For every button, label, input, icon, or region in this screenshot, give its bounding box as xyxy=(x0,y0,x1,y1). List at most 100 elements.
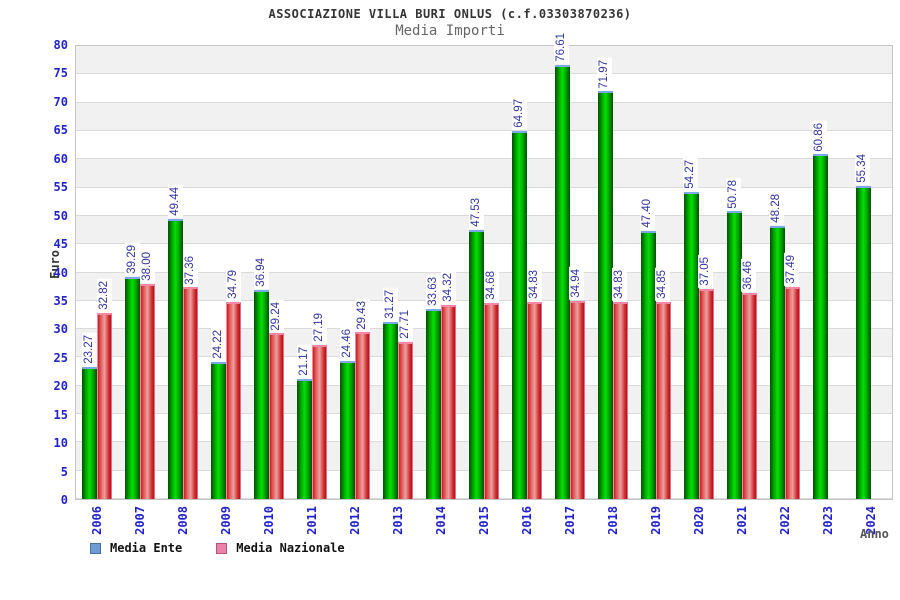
bar-media-ente-2023: 60.86 xyxy=(812,120,828,499)
grid-band xyxy=(76,187,892,216)
bar-media-ente-2013: 31.27 xyxy=(382,288,399,499)
bar-group-2009: 24.22 34.79 xyxy=(205,46,248,499)
bar-group-2008: 49.44 37.36 xyxy=(162,46,205,499)
x-label-slot: 2022 xyxy=(764,506,807,544)
x-label-slot: 2011 xyxy=(290,506,333,544)
x-label-slot: 2013 xyxy=(376,506,419,544)
bar-media-nazionale-2021: 36.46 xyxy=(741,258,757,499)
bar-media-nazionale-2012: 29.43 xyxy=(354,298,371,499)
bar-group-2007: 39.29 38.00 xyxy=(119,46,162,499)
bar-group-2006: 23.27 32.82 xyxy=(76,46,119,499)
bar-media-ente-2016: 64.97 xyxy=(511,97,527,499)
x-year-label: 2022 xyxy=(778,506,793,535)
x-year-label: 2018 xyxy=(606,506,621,535)
bar-media-nazionale-2015: 34.68 xyxy=(483,268,500,499)
x-year-label: 2020 xyxy=(692,506,707,535)
plot-area: 23.27 32.82 39.29 38.00 49.44 37.36 24.22 34.79… xyxy=(75,31,893,500)
legend-label: Media Ente xyxy=(110,541,183,555)
value-label: 21.17 xyxy=(296,345,312,379)
bar-media-nazionale-2019: 34.85 xyxy=(655,267,671,499)
value-label: 38.00 xyxy=(139,250,155,283)
x-year-label: 2009 xyxy=(218,506,233,535)
bar-media-nazionale-2007: 38.00 xyxy=(139,250,156,499)
x-label-slot: 2007 xyxy=(118,506,161,544)
x-year-label: 2007 xyxy=(132,506,147,535)
x-label-slot: 2014 xyxy=(419,506,462,544)
bar-media-ente-2024: 55.34 xyxy=(855,151,871,499)
x-label-slot: 2020 xyxy=(678,506,721,544)
value-label: 64.97 xyxy=(511,97,527,131)
bar-group-2016: 64.97 34.83 xyxy=(506,46,549,499)
bar-group-2010: 36.94 29.24 xyxy=(248,46,291,499)
x-label-slot: 2016 xyxy=(505,506,548,544)
legend-label: Media Nazionale xyxy=(236,541,345,555)
bar-media-ente-2012: 24.46 xyxy=(339,326,356,499)
value-label: 34.83 xyxy=(526,268,542,301)
value-label: 34.79 xyxy=(225,268,241,302)
bar-media-ente-2006: 23.27 xyxy=(81,333,98,499)
x-label-slot: 2006 xyxy=(75,506,118,544)
x-year-label: 2010 xyxy=(261,506,276,535)
value-label: 76.61 xyxy=(554,31,570,65)
bar-group-2023: 60.86 xyxy=(806,46,849,499)
y-tick-label: 50 xyxy=(53,208,68,223)
x-year-label: 2016 xyxy=(519,506,534,535)
x-year-label: 2012 xyxy=(347,506,362,535)
bar-media-ente-2021: 50.78 xyxy=(726,177,742,499)
bar-media-ente-2008: 49.44 xyxy=(167,185,184,499)
value-label: 48.28 xyxy=(769,191,785,225)
y-tick-label: 60 xyxy=(53,151,68,166)
bar-media-nazionale-2013: 27.71 xyxy=(397,308,414,499)
value-label: 36.94 xyxy=(253,256,269,289)
bar-media-ente-2015: 47.53 xyxy=(468,196,485,499)
y-tick-label: 80 xyxy=(53,38,68,52)
bar-media-ente-2022: 48.28 xyxy=(769,191,785,499)
legend-entry-media-nazionale: Media Nazionale xyxy=(216,541,345,555)
value-label: 36.46 xyxy=(741,258,757,292)
grid-band xyxy=(76,130,892,160)
bar-group-2012: 24.46 29.43 xyxy=(334,46,377,499)
bar-media-ente-2019: 47.40 xyxy=(640,196,656,499)
x-label-slot: 2021 xyxy=(721,506,764,544)
bar-media-ente-2009: 24.22 xyxy=(210,328,227,499)
x-label-slot: 2012 xyxy=(333,506,376,544)
value-label: 34.94 xyxy=(569,267,585,301)
x-label-slot: 2023 xyxy=(807,506,850,544)
bar-media-nazionale-2006: 32.82 xyxy=(96,279,113,499)
bar-group-2017: 76.61 34.94 xyxy=(548,31,591,499)
value-label: 24.22 xyxy=(210,328,226,361)
value-label: 33.63 xyxy=(425,274,441,308)
x-label-slot: 2015 xyxy=(462,506,505,544)
value-label: 34.83 xyxy=(612,268,628,301)
value-label: 24.46 xyxy=(339,326,355,360)
bar-group-2024: 55.34 xyxy=(849,46,892,499)
y-axis-ticks: 80 75 70 65 60 55 50 45 40 35 30 25 20 15 10 5 0 xyxy=(0,38,68,507)
bars-layer: 23.27 32.82 39.29 38.00 49.44 37.36 24.22 34.79… xyxy=(76,31,892,499)
bar-group-2022: 48.28 37.49 xyxy=(763,46,806,499)
x-year-label: 2015 xyxy=(476,506,491,535)
chart-title: ASSOCIAZIONE VILLA BURI ONLUS (c.f.03303… xyxy=(268,7,632,21)
bar-media-ente-2010: 36.94 xyxy=(253,256,270,499)
bar-media-nazionale-2020: 37.05 xyxy=(698,255,714,499)
x-label-slot: 2018 xyxy=(592,506,635,544)
value-label: 31.27 xyxy=(382,288,398,321)
bar-media-nazionale-2022: 37.49 xyxy=(784,252,800,499)
value-label: 60.86 xyxy=(812,120,828,154)
bar-group-2014: 33.63 34.32 xyxy=(420,46,463,499)
y-tick-label: 35 xyxy=(53,293,68,308)
legend: Media Ente Media Nazionale xyxy=(90,541,345,555)
bar-media-nazionale-2008: 37.36 xyxy=(182,253,199,499)
bar-media-nazionale-2016: 34.83 xyxy=(526,268,542,499)
x-year-label: 2006 xyxy=(89,506,104,535)
x-label-slot: 2008 xyxy=(161,506,204,544)
value-label: 37.05 xyxy=(698,255,714,289)
x-label-slot: 2017 xyxy=(549,506,592,544)
value-label: 39.29 xyxy=(124,242,140,276)
value-label: 29.43 xyxy=(354,298,370,332)
y-tick-label: 25 xyxy=(53,350,68,365)
value-label: 54.27 xyxy=(683,157,699,191)
value-label: 50.78 xyxy=(726,177,742,211)
value-label: 34.85 xyxy=(655,267,671,301)
value-label: 34.32 xyxy=(440,270,456,304)
value-label: 34.68 xyxy=(483,268,499,302)
